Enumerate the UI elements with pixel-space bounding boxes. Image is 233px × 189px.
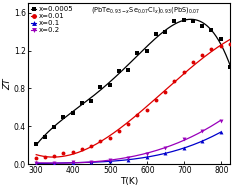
Text: (PbTe$_{0.93-x}$Se$_{0.07}$Cl$_x)_{0.93}$(PbS)$_{0.07}$: (PbTe$_{0.93-x}$Se$_{0.07}$Cl$_x)_{0.93}… bbox=[91, 5, 199, 15]
X-axis label: T(K): T(K) bbox=[120, 177, 138, 186]
Legend: x=0.0005, x=0.01, x=0.1, x=0.2: x=0.0005, x=0.01, x=0.1, x=0.2 bbox=[30, 5, 74, 34]
Y-axis label: ZT: ZT bbox=[3, 78, 13, 90]
